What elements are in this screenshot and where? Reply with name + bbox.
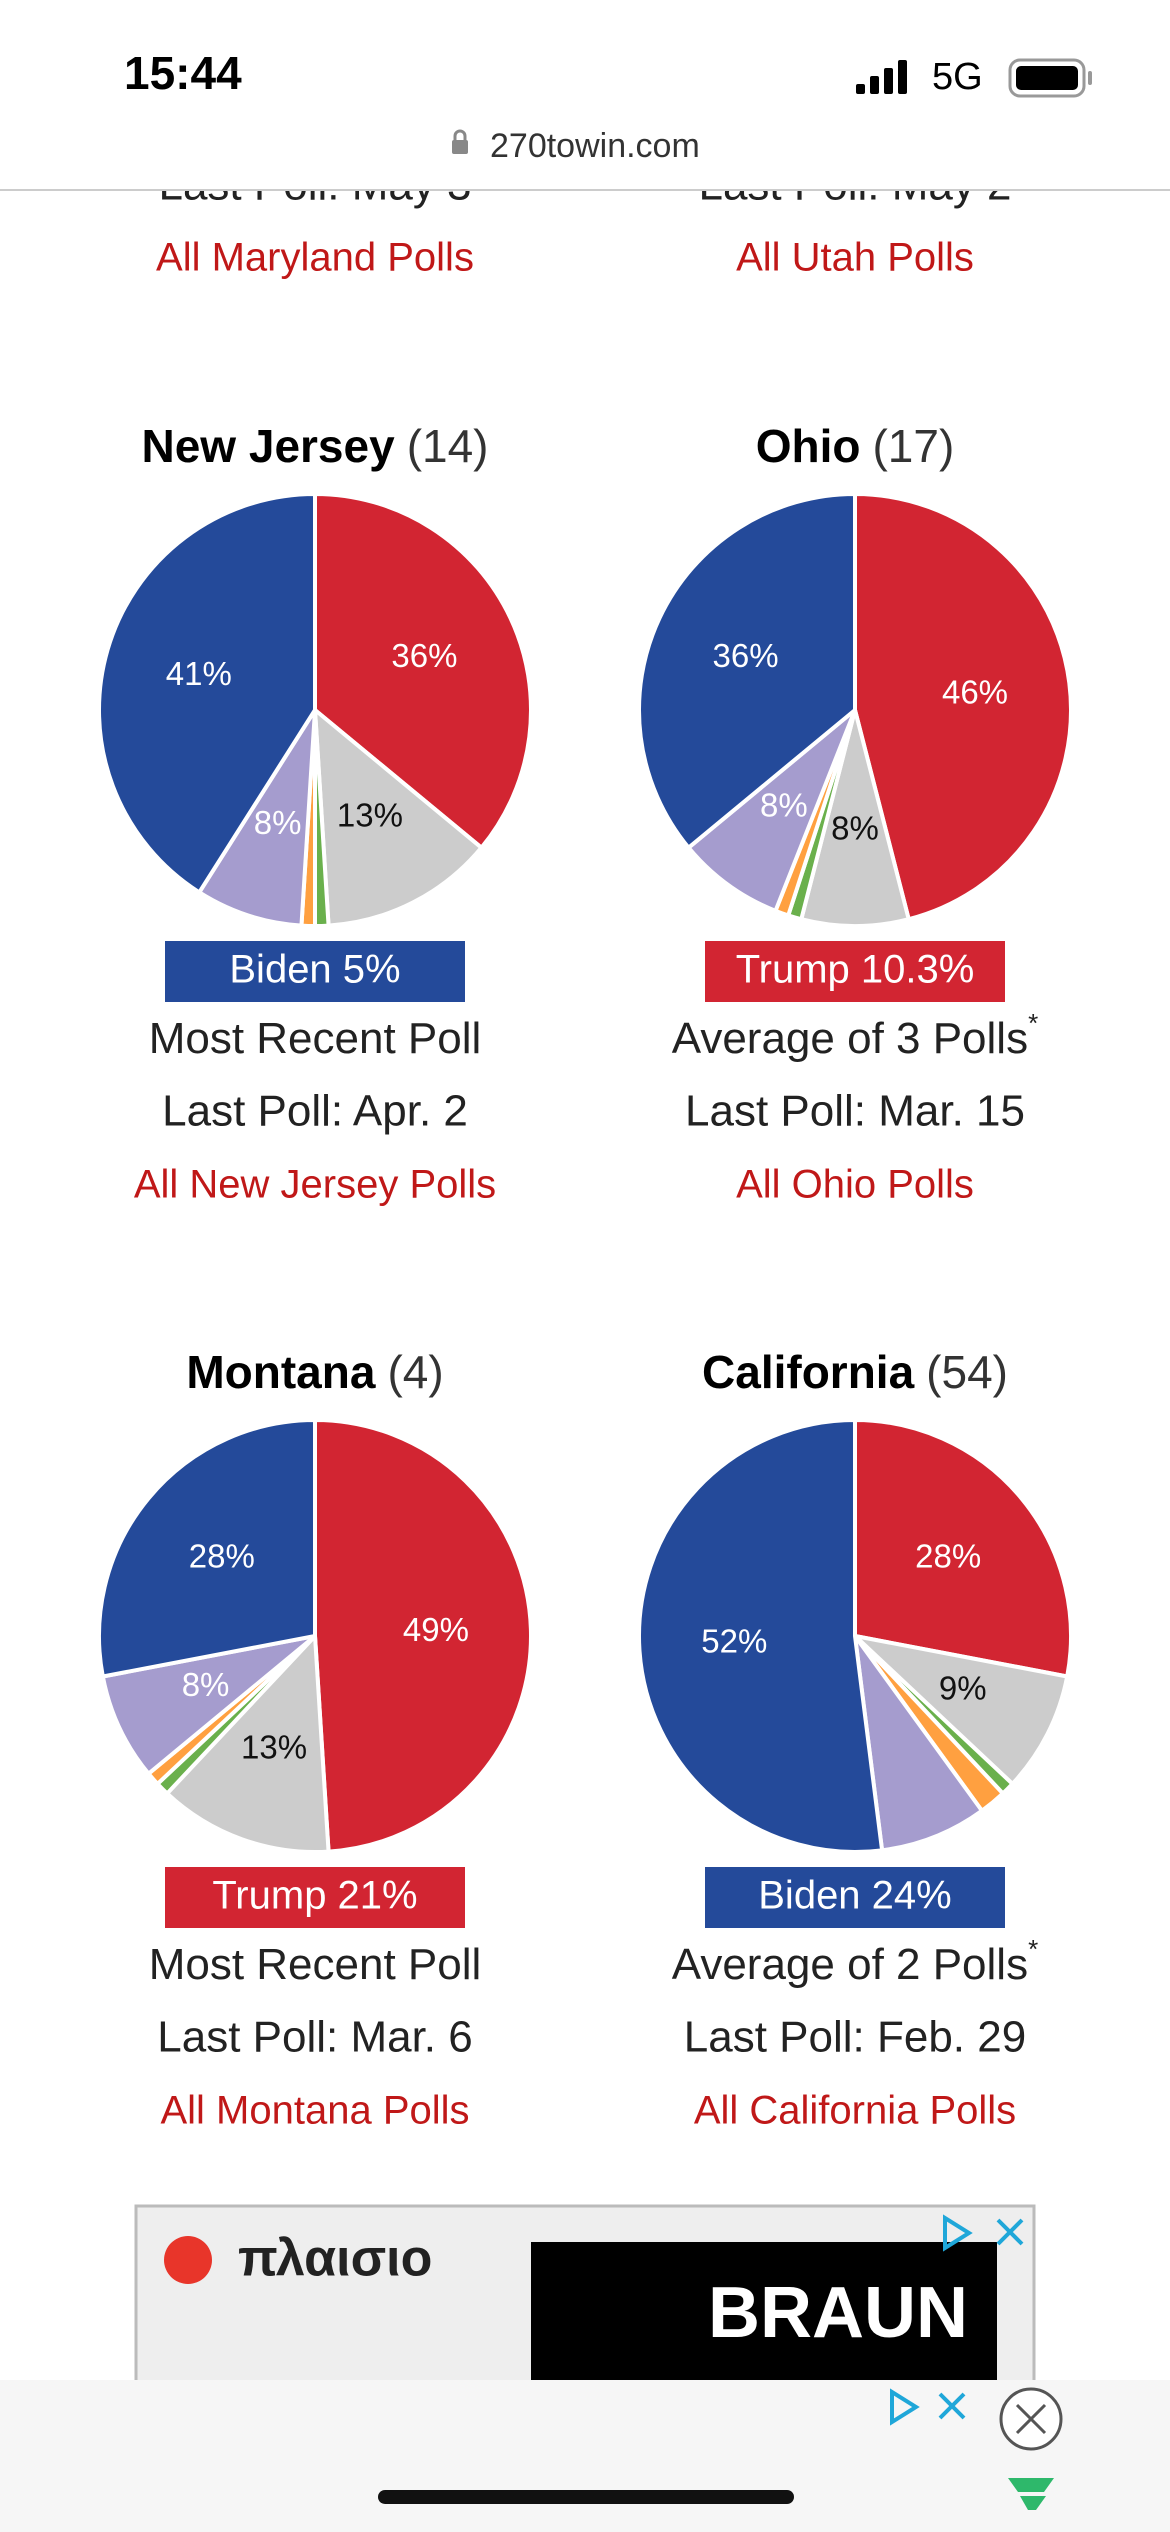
ad-logo	[164, 2236, 212, 2284]
signal-icon	[856, 60, 907, 94]
pie-chart: 36% 13% 8% 41%	[97, 491, 533, 929]
slice-label: 36%	[713, 637, 779, 674]
leader-label: Trump 10.3%	[736, 948, 975, 992]
ad-close[interactable]	[996, 2218, 1024, 2246]
pie-slice	[848, 1632, 1070, 1787]
state-title: New Jersey (14)	[142, 420, 489, 472]
slice-label: 52%	[701, 1622, 767, 1659]
pie-slice	[313, 1417, 533, 1854]
pie-slice	[313, 491, 533, 851]
state-title: Montana (4)	[186, 1346, 443, 1398]
leader-badge	[165, 941, 465, 1002]
state-votes: (14)	[407, 420, 489, 472]
header	[0, 0, 1170, 190]
slice-label: 46%	[942, 674, 1008, 711]
state-title: Ohio (17)	[756, 420, 955, 472]
lock-icon	[452, 129, 468, 154]
poll-type: Average of 2 Polls*	[672, 1934, 1038, 1989]
pie-slice	[100, 1634, 317, 1777]
state-name: California	[702, 1346, 915, 1398]
slice-label: 8%	[831, 810, 879, 847]
pie-chart: 46% 8% 8% 36%	[637, 491, 1073, 928]
leader-label: Trump 21%	[212, 1874, 417, 1918]
footnote-mark: *	[1028, 1008, 1038, 1038]
leader-badge	[705, 941, 1005, 1002]
slice-label: 8%	[254, 804, 302, 841]
pie-slice	[798, 709, 912, 928]
close-icon	[1015, 2403, 1047, 2435]
ad-brand: πλαισιο	[238, 2230, 432, 2288]
poll-type-text: Most Recent Poll	[149, 1014, 482, 1063]
slice-label: 28%	[915, 1538, 981, 1575]
state-votes: (4)	[387, 1346, 443, 1398]
pie-slice	[853, 1417, 1073, 1679]
ad-choices[interactable]	[943, 2214, 973, 2252]
poll-type-text: Average of 3 Polls	[672, 1014, 1028, 1063]
pie-slice	[312, 705, 485, 928]
state-name: Montana	[186, 1346, 376, 1398]
content: Last Poll: May 3All Maryland PollsLast P…	[97, 161, 1073, 2133]
state-link[interactable]: All New Jersey Polls	[134, 1163, 496, 1207]
slice-label: 9%	[939, 1670, 987, 1707]
url[interactable]: 270towin.com	[490, 127, 700, 165]
state-title: California (54)	[702, 1346, 1008, 1398]
pie-slice	[637, 491, 857, 851]
ad-icon	[1008, 2478, 1054, 2510]
pie-slice	[196, 708, 317, 928]
state-votes: (54)	[926, 1346, 1008, 1398]
slice-label: 8%	[182, 1666, 230, 1703]
ad[interactable]: πλαισιο BRAUN	[134, 2204, 1036, 2408]
last-poll: Last Poll: Mar. 15	[685, 1087, 1025, 1136]
ad-choices[interactable]	[890, 2388, 920, 2426]
slice-label: 28%	[189, 1538, 255, 1575]
poll-type: Average of 3 Polls*	[672, 1008, 1038, 1063]
state-link[interactable]: All Maryland Polls	[156, 236, 474, 280]
slice-label: 13%	[241, 1729, 307, 1766]
pie-slice	[164, 1631, 331, 1854]
slice-label: 49%	[403, 1611, 469, 1648]
poll-type-text: Average of 2 Polls	[672, 1940, 1028, 1989]
last-poll: Last Poll: Apr. 2	[162, 1087, 468, 1136]
slice-label: 36%	[391, 637, 457, 674]
poll-type: Most Recent Poll	[149, 1014, 482, 1063]
leader-label: Biden 5%	[229, 948, 400, 992]
ad-image	[531, 2242, 997, 2406]
state-link[interactable]: All California Polls	[694, 2089, 1016, 2133]
home-indicator	[378, 2490, 794, 2504]
pie-slice	[637, 1417, 885, 1854]
pie-chart: 49% 13% 8% 28%	[97, 1417, 533, 1854]
slice-label: 41%	[166, 655, 232, 692]
poll-type: Most Recent Poll	[149, 1940, 482, 1989]
leader-label: Biden 24%	[758, 1874, 951, 1918]
state-name: New Jersey	[142, 420, 396, 472]
footnote-mark: *	[1028, 1934, 1038, 1964]
state-link[interactable]: All Utah Polls	[736, 236, 974, 280]
last-poll: Last Poll: Feb. 29	[684, 2013, 1026, 2062]
pie-slice	[685, 708, 857, 914]
pie-slice	[853, 1634, 985, 1853]
bottom-ad-bar	[0, 2380, 1170, 2532]
battery-icon	[1008, 58, 1092, 98]
status-time: 15:44	[124, 47, 242, 99]
ad-brand: BRAUN	[708, 2273, 968, 2353]
state-link[interactable]: All Montana Polls	[160, 2089, 469, 2133]
state-votes: (17)	[872, 420, 954, 472]
poll-type-text: Most Recent Poll	[149, 1940, 482, 1989]
pie-chart: 28% 9% 52%	[637, 1417, 1073, 1854]
state-name: Ohio	[756, 420, 861, 472]
slice-label: 8%	[760, 787, 808, 824]
ad-close[interactable]	[938, 2392, 966, 2420]
state-link[interactable]: All Ohio Polls	[736, 1163, 974, 1207]
leader-badge	[705, 1867, 1005, 1928]
pie-slice	[97, 1417, 317, 1679]
pie-slice	[853, 491, 1073, 922]
status-network: 5G	[932, 56, 983, 98]
last-poll: Last Poll: Mar. 6	[157, 2013, 472, 2062]
slice-label: 13%	[337, 796, 403, 833]
leader-badge	[165, 1867, 465, 1928]
pie-slice	[97, 491, 317, 896]
